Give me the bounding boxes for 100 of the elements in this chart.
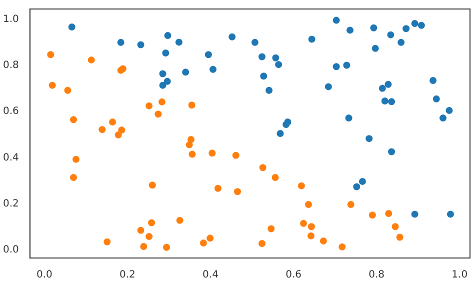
point <box>324 83 332 90</box>
point <box>338 243 346 250</box>
y-tick-label: 0.2 <box>2 198 19 210</box>
point <box>378 84 386 92</box>
point <box>320 237 327 244</box>
point <box>109 118 116 126</box>
x-tick-label: 0.8 <box>368 270 385 281</box>
point <box>275 61 282 68</box>
point <box>137 226 144 234</box>
point <box>260 72 268 80</box>
point <box>259 164 266 172</box>
point <box>158 98 166 106</box>
point <box>188 150 196 158</box>
x-tick-label: 1.0 <box>452 270 468 281</box>
point <box>98 126 106 134</box>
point <box>368 212 376 219</box>
point <box>234 188 241 196</box>
point <box>446 106 453 114</box>
point <box>385 210 392 218</box>
point <box>162 50 170 57</box>
point <box>68 23 76 30</box>
point <box>118 126 126 134</box>
point <box>48 82 56 89</box>
point <box>358 178 366 185</box>
y-tick-label: 1.0 <box>2 14 19 25</box>
point <box>104 238 111 246</box>
point <box>140 242 148 250</box>
point <box>64 86 72 94</box>
y-tick-label: 0.6 <box>2 106 19 118</box>
point <box>366 135 373 142</box>
point <box>388 148 396 156</box>
point <box>307 232 314 240</box>
point <box>304 201 312 208</box>
point <box>72 156 80 163</box>
point <box>440 114 447 122</box>
point <box>282 121 290 128</box>
point <box>384 80 392 88</box>
point <box>148 182 156 189</box>
point <box>146 102 153 110</box>
point <box>159 70 166 78</box>
point <box>186 141 193 148</box>
point <box>345 114 352 122</box>
x-tick-label: 0.6 <box>286 270 302 281</box>
point <box>332 16 340 24</box>
point <box>163 244 170 251</box>
point <box>154 110 162 118</box>
point <box>175 38 182 46</box>
point <box>148 219 156 226</box>
point <box>146 233 153 240</box>
x-tick-label: 0.2 <box>120 270 136 281</box>
point <box>388 98 396 106</box>
point <box>387 31 394 38</box>
point <box>272 174 279 182</box>
point <box>70 116 77 124</box>
point <box>200 240 207 247</box>
point <box>418 22 425 29</box>
point <box>70 174 77 182</box>
point <box>188 102 196 109</box>
point <box>117 38 124 46</box>
point <box>206 234 214 242</box>
y-tick-label: 0.0 <box>2 244 19 256</box>
point <box>272 54 280 62</box>
point <box>300 220 308 227</box>
point <box>210 66 216 73</box>
point <box>268 225 275 232</box>
point <box>430 76 437 84</box>
point <box>228 33 236 40</box>
point <box>353 183 360 190</box>
point <box>372 44 379 52</box>
point <box>446 210 454 218</box>
point <box>232 152 240 159</box>
point <box>204 51 212 58</box>
point <box>332 63 340 70</box>
point <box>381 97 388 104</box>
point <box>402 25 410 32</box>
point <box>114 131 122 138</box>
y-tick-label: 0.8 <box>2 60 19 72</box>
point <box>308 223 315 230</box>
point <box>258 53 266 60</box>
y-tick-label: 0.4 <box>2 152 19 164</box>
point <box>392 223 399 230</box>
point <box>432 95 440 102</box>
x-tick-label: 0.0 <box>36 270 52 281</box>
point <box>266 86 273 94</box>
point <box>411 210 418 218</box>
point <box>88 56 95 64</box>
point <box>346 26 354 34</box>
point <box>164 78 171 85</box>
point <box>182 68 190 76</box>
point <box>308 36 316 43</box>
point <box>276 130 284 137</box>
point <box>159 82 166 89</box>
point <box>411 20 418 28</box>
point <box>370 24 378 32</box>
x-tick-label: 0.4 <box>202 270 218 281</box>
point <box>47 51 54 58</box>
point <box>298 182 305 190</box>
point <box>176 216 184 224</box>
point <box>214 184 222 192</box>
point <box>137 41 144 48</box>
